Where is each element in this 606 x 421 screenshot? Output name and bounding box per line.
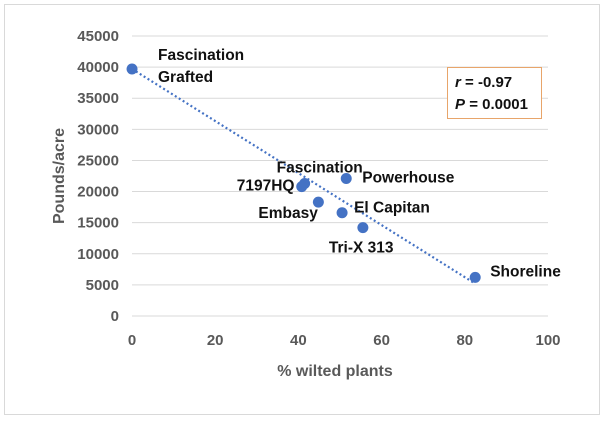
x-tick-label: 100	[535, 332, 560, 349]
y-tick-label: 20000	[77, 184, 119, 201]
point-label: 7197HQ	[237, 178, 295, 195]
x-tick-label: 80	[456, 332, 473, 349]
r-stat: r = -0.97	[455, 72, 541, 94]
r-symbol: r	[455, 74, 461, 91]
point-label: Grafted	[158, 69, 213, 86]
p-stat: P = 0.0001	[455, 94, 541, 116]
y-tick-label: 25000	[77, 152, 119, 169]
data-point	[336, 207, 348, 219]
data-point	[357, 222, 369, 234]
y-tick-label: 35000	[77, 90, 119, 107]
point-label: Shoreline	[490, 263, 561, 280]
point-label: Powerhouse	[362, 169, 455, 186]
data-point	[296, 181, 308, 193]
p-symbol: P	[455, 96, 466, 113]
data-point	[340, 172, 352, 184]
point-label: El Capitan	[354, 200, 430, 217]
x-tick-label: 40	[290, 332, 307, 349]
point-label: Tri-X 313	[329, 240, 394, 257]
point-label: Embasy	[258, 205, 318, 222]
stats-box: r = -0.97 P = 0.0001	[447, 67, 542, 119]
data-point	[469, 271, 481, 283]
data-point	[126, 63, 138, 75]
y-tick-label: 30000	[77, 121, 119, 138]
y-tick-label: 0	[111, 308, 119, 325]
x-axis-title: % wilted plants	[277, 363, 393, 380]
point-label: Fascination	[277, 159, 363, 176]
y-tick-label: 45000	[77, 28, 119, 45]
x-tick-label: 0	[128, 332, 136, 349]
y-tick-label: 15000	[77, 215, 119, 232]
trendline	[131, 68, 476, 285]
data-point	[312, 196, 324, 208]
y-axis-title: Pounds/acre	[51, 128, 68, 224]
x-tick-label: 20	[207, 332, 224, 349]
point-label: Fascination	[158, 47, 244, 64]
y-tick-label: 5000	[86, 277, 119, 294]
r-value: = -0.97	[465, 74, 513, 91]
y-tick-label: 10000	[77, 246, 119, 263]
x-tick-label: 60	[373, 332, 390, 349]
y-tick-label: 40000	[77, 59, 119, 76]
p-value: = 0.0001	[469, 96, 528, 113]
